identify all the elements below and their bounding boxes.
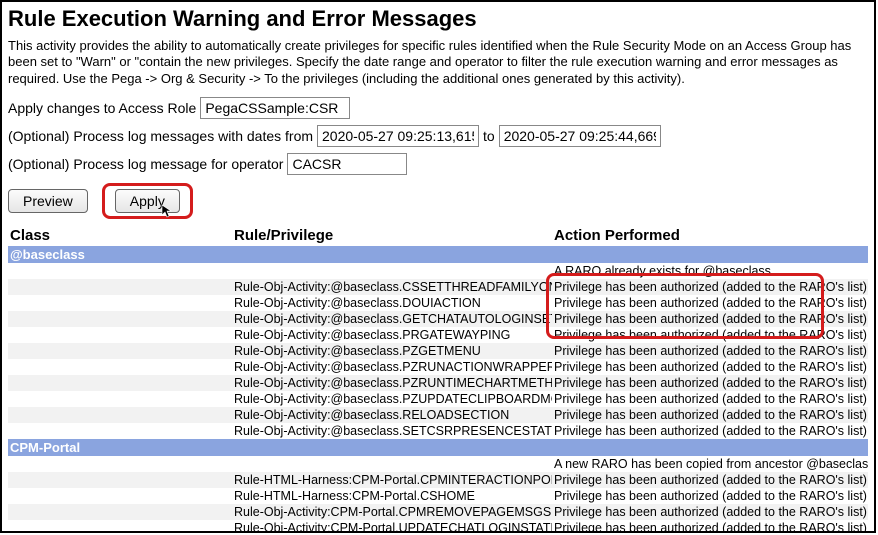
cell-action: Privilege has been authorized (added to … [552, 407, 868, 423]
cell-class [8, 295, 232, 311]
table-row: A new RARO has been copied from ancestor… [8, 456, 868, 472]
table-header-row: Class Rule/Privilege Action Performed [8, 225, 868, 246]
group-row: @baseclass [8, 246, 868, 263]
date-to-input[interactable] [499, 125, 661, 147]
page-title: Rule Execution Warning and Error Message… [8, 6, 868, 32]
group-name: @baseclass [8, 246, 868, 263]
access-role-input[interactable] [200, 97, 350, 119]
results-table: Class Rule/Privilege Action Performed @b… [8, 225, 868, 533]
dates-label: (Optional) Process log messages with dat… [8, 128, 313, 144]
operator-input[interactable] [287, 153, 407, 175]
cell-rule: Rule-Obj-Activity:@baseclass.DOUIACTION [232, 295, 552, 311]
page-frame: Rule Execution Warning and Error Message… [0, 0, 876, 533]
row-operator: (Optional) Process log message for opera… [8, 153, 868, 175]
table-row: Rule-Obj-Activity:CPM-Portal.CPMREMOVEPA… [8, 504, 868, 520]
date-from-input[interactable] [317, 125, 479, 147]
col-class: Class [8, 225, 232, 246]
cell-rule: Rule-Obj-Activity:@baseclass.GETCHATAUTO… [232, 311, 552, 327]
table-row: Rule-Obj-Activity:CPM-Portal.UPDATECHATL… [8, 520, 868, 533]
table-row: Rule-Obj-Activity:@baseclass.CSSETTHREAD… [8, 279, 868, 295]
cell-action: Privilege has been authorized (added to … [552, 504, 868, 520]
table-row: Rule-HTML-Harness:CPM-Portal.CSHOMEPrivi… [8, 488, 868, 504]
cell-rule: Rule-Obj-Activity:@baseclass.PRGATEWAYPI… [232, 327, 552, 343]
cell-class [8, 456, 232, 472]
cell-rule: Rule-Obj-Activity:@baseclass.PZRUNTIMECH… [232, 375, 552, 391]
cell-rule: Rule-Obj-Activity:@baseclass.CSSETTHREAD… [232, 279, 552, 295]
cell-action: Privilege has been authorized (added to … [552, 327, 868, 343]
cell-class [8, 472, 232, 488]
table-row: Rule-Obj-Activity:@baseclass.GETCHATAUTO… [8, 311, 868, 327]
cell-action: Privilege has been authorized (added to … [552, 375, 868, 391]
cell-class [8, 520, 232, 533]
apply-button[interactable]: Apply [115, 189, 180, 213]
cell-action: Privilege has been authorized (added to … [552, 311, 868, 327]
cell-class [8, 327, 232, 343]
cell-rule [232, 263, 552, 279]
cell-action: Privilege has been authorized (added to … [552, 295, 868, 311]
cell-class [8, 375, 232, 391]
group-row: CPM-Portal [8, 439, 868, 456]
table-row: Rule-Obj-Activity:@baseclass.DOUIACTIONP… [8, 295, 868, 311]
preview-button[interactable]: Preview [8, 189, 88, 213]
row-dates: (Optional) Process log messages with dat… [8, 125, 868, 147]
group-name: CPM-Portal [8, 439, 868, 456]
cell-rule: Rule-Obj-Activity:@baseclass.SETCSRPRESE… [232, 423, 552, 439]
page-description: This activity provides the ability to au… [8, 38, 868, 87]
dates-mid: to [483, 128, 495, 144]
cell-rule: Rule-HTML-Harness:CPM-Portal.CPMINTERACT… [232, 472, 552, 488]
cell-class [8, 488, 232, 504]
cell-action: Privilege has been authorized (added to … [552, 391, 868, 407]
cell-class [8, 279, 232, 295]
cell-rule: Rule-Obj-Activity:@baseclass.RELOADSECTI… [232, 407, 552, 423]
cell-rule: Rule-Obj-Activity:CPM-Portal.UPDATECHATL… [232, 520, 552, 533]
cell-class [8, 343, 232, 359]
cell-action: Privilege has been authorized (added to … [552, 520, 868, 533]
cell-rule: Rule-Obj-Activity:@baseclass.PZGETMENU [232, 343, 552, 359]
table-row: Rule-Obj-Activity:@baseclass.PZGETMENUPr… [8, 343, 868, 359]
button-row: Preview Apply [8, 183, 868, 219]
col-action: Action Performed [552, 225, 868, 246]
table-row: Rule-Obj-Activity:@baseclass.PZUPDATECLI… [8, 391, 868, 407]
table-row: Rule-Obj-Activity:@baseclass.PZRUNTIMECH… [8, 375, 868, 391]
cell-action: Privilege has been authorized (added to … [552, 423, 868, 439]
operator-label: (Optional) Process log message for opera… [8, 156, 283, 172]
row-access-role: Apply changes to Access Role [8, 97, 868, 119]
apply-highlight-box: Apply [102, 183, 193, 219]
cell-class [8, 263, 232, 279]
table-row: Rule-Obj-Activity:@baseclass.PZRUNACTION… [8, 359, 868, 375]
cell-action: A new RARO has been copied from ancestor… [552, 456, 868, 472]
cell-action: A RARO already exists for @baseclass. [552, 263, 868, 279]
table-row: Rule-Obj-Activity:@baseclass.SETCSRPRESE… [8, 423, 868, 439]
cell-class [8, 407, 232, 423]
cell-rule: Rule-Obj-Activity:@baseclass.PZUPDATECLI… [232, 391, 552, 407]
cell-rule [232, 456, 552, 472]
cell-action: Privilege has been authorized (added to … [552, 488, 868, 504]
cell-rule: Rule-Obj-Activity:CPM-Portal.CPMREMOVEPA… [232, 504, 552, 520]
cell-rule: Rule-Obj-Activity:@baseclass.PZRUNACTION… [232, 359, 552, 375]
cell-action: Privilege has been authorized (added to … [552, 279, 868, 295]
access-role-label: Apply changes to Access Role [8, 100, 196, 116]
table-row: Rule-HTML-Harness:CPM-Portal.CPMINTERACT… [8, 472, 868, 488]
cell-action: Privilege has been authorized (added to … [552, 472, 868, 488]
col-rule: Rule/Privilege [232, 225, 552, 246]
cell-class [8, 391, 232, 407]
cell-class [8, 504, 232, 520]
cell-rule: Rule-HTML-Harness:CPM-Portal.CSHOME [232, 488, 552, 504]
table-row: Rule-Obj-Activity:@baseclass.PRGATEWAYPI… [8, 327, 868, 343]
cell-action: Privilege has been authorized (added to … [552, 343, 868, 359]
table-row: Rule-Obj-Activity:@baseclass.RELOADSECTI… [8, 407, 868, 423]
table-row: A RARO already exists for @baseclass. [8, 263, 868, 279]
cell-class [8, 423, 232, 439]
cell-action: Privilege has been authorized (added to … [552, 359, 868, 375]
cell-class [8, 311, 232, 327]
cell-class [8, 359, 232, 375]
